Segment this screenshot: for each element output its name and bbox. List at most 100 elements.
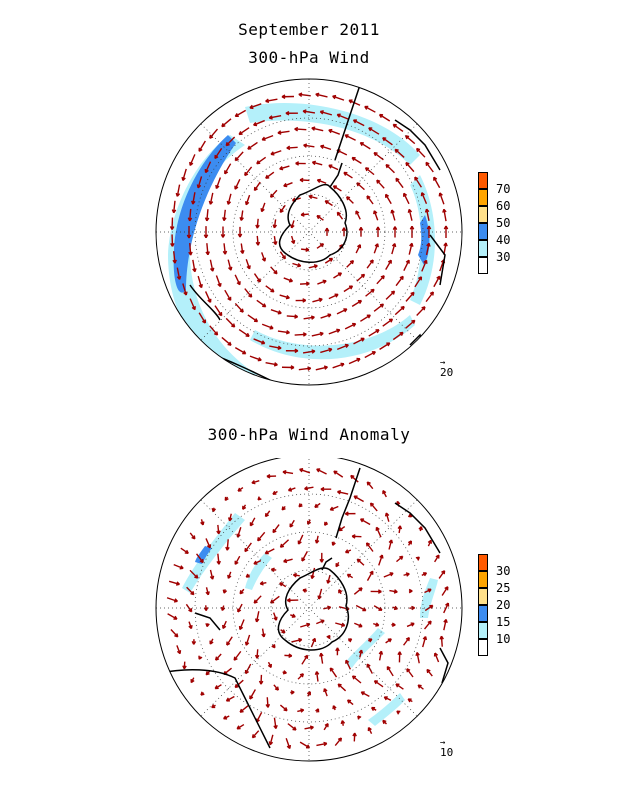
wind-vector-head xyxy=(345,659,350,664)
wind-vector-head xyxy=(318,297,323,303)
wind-vector-head xyxy=(272,224,278,229)
wind-vector-head xyxy=(320,486,325,492)
wind-vector-head xyxy=(257,537,262,542)
wind-vector-head xyxy=(316,178,321,184)
colorbar-swatch xyxy=(478,189,488,206)
wind-vector-head xyxy=(300,708,305,713)
wind-vector-head xyxy=(429,604,434,609)
wind-vector-head xyxy=(171,209,177,214)
wind-vector-head xyxy=(405,135,410,140)
wind-vector-head xyxy=(387,259,392,264)
wind-vector-head xyxy=(285,294,290,300)
wind-vector-head xyxy=(343,308,348,313)
wind-vector-head xyxy=(314,539,320,544)
wind-vector xyxy=(270,150,282,156)
wind-vector-head xyxy=(190,591,195,596)
wind-vector-head xyxy=(386,342,391,347)
colorbar-swatch xyxy=(478,639,488,656)
wind-vector xyxy=(385,194,392,205)
wind-vector xyxy=(234,347,247,355)
wind-vector-head xyxy=(267,663,272,668)
wind-vector-head xyxy=(332,185,337,190)
wind-vector xyxy=(299,741,310,749)
wind-vector-head xyxy=(225,546,230,551)
wind-vector-head xyxy=(367,726,372,732)
wind-vector xyxy=(255,611,260,623)
wind-vector-head xyxy=(408,588,413,594)
wind-vector xyxy=(328,164,339,171)
wind-vector-head xyxy=(201,319,207,324)
wind-vector xyxy=(265,362,278,366)
wind-vector xyxy=(406,668,414,678)
wind-vector-head xyxy=(173,598,178,603)
wind-vector-head xyxy=(218,312,223,317)
wind-vector-head xyxy=(368,638,373,643)
wind-vector xyxy=(261,252,266,262)
wind-vector-head xyxy=(415,652,420,657)
wind-vector xyxy=(443,619,447,631)
wind-vector xyxy=(366,663,373,674)
wind-vector-head xyxy=(405,161,410,167)
wind-vector xyxy=(269,734,274,745)
wind-vector-head xyxy=(273,270,278,275)
wind-vector-head xyxy=(443,242,448,247)
wind-vector xyxy=(378,651,383,661)
wind-vector-head xyxy=(248,293,253,298)
wind-vector-head xyxy=(311,349,316,354)
wind-vector-head xyxy=(253,599,258,604)
wind-vector-head xyxy=(336,211,341,216)
wind-vector-head xyxy=(323,365,328,370)
wind-vector xyxy=(388,539,393,550)
wind-vector-head xyxy=(427,588,432,593)
wind-vector xyxy=(332,95,345,101)
wind-vector xyxy=(265,285,275,293)
wind-vector-head xyxy=(323,741,328,747)
wind-vector xyxy=(206,209,209,221)
wind-vector-head xyxy=(364,105,369,110)
wind-vector-head xyxy=(199,558,204,564)
colorbar-swatch xyxy=(478,257,488,274)
wind-vector-head xyxy=(226,200,232,205)
wind-vector-head xyxy=(423,259,428,264)
wind-vector xyxy=(315,93,328,98)
wind-vector xyxy=(234,302,244,313)
wind-vector-head xyxy=(422,636,428,641)
wind-vector xyxy=(209,325,219,336)
wind-vector-head xyxy=(319,331,324,337)
wind-vector-head xyxy=(290,239,296,245)
wind-vector-head xyxy=(225,142,230,147)
wind-vector xyxy=(244,166,253,176)
wind-vector-head xyxy=(359,141,364,147)
wind-vector-head xyxy=(337,490,342,495)
wind-vector-head xyxy=(188,251,193,256)
wind-vector xyxy=(348,358,361,365)
wind-vector xyxy=(270,308,282,314)
wind-vector-head xyxy=(326,579,331,584)
wind-vector-head xyxy=(405,572,410,577)
wind-vector xyxy=(253,273,261,283)
wind-vector-head xyxy=(308,194,313,200)
wind-vector-head xyxy=(179,565,184,570)
wind-vector xyxy=(277,330,290,334)
wind-vector xyxy=(425,243,430,256)
wind-vector xyxy=(256,218,259,229)
wind-vector-head xyxy=(227,574,232,579)
wind-vector-head xyxy=(271,644,276,649)
wind-vector-head xyxy=(421,306,426,311)
wind-vector-head xyxy=(233,656,238,661)
wind-vector xyxy=(299,282,310,285)
wind-vector xyxy=(439,192,445,205)
anomaly-vector-field xyxy=(166,468,450,750)
wind-vector-head xyxy=(198,655,203,660)
wind-vector-head xyxy=(357,715,362,720)
wind-vector xyxy=(251,730,260,739)
wind-vector-head xyxy=(418,526,423,531)
wind-vector xyxy=(408,243,413,255)
wind-vector-head xyxy=(360,273,366,278)
wind-vector-head xyxy=(369,502,375,507)
wind-vector-head xyxy=(360,337,365,342)
wind-vector-head xyxy=(369,259,374,264)
wind-vector xyxy=(209,192,214,205)
wind-vector-head xyxy=(365,542,371,547)
wind-vector-head xyxy=(273,616,278,621)
